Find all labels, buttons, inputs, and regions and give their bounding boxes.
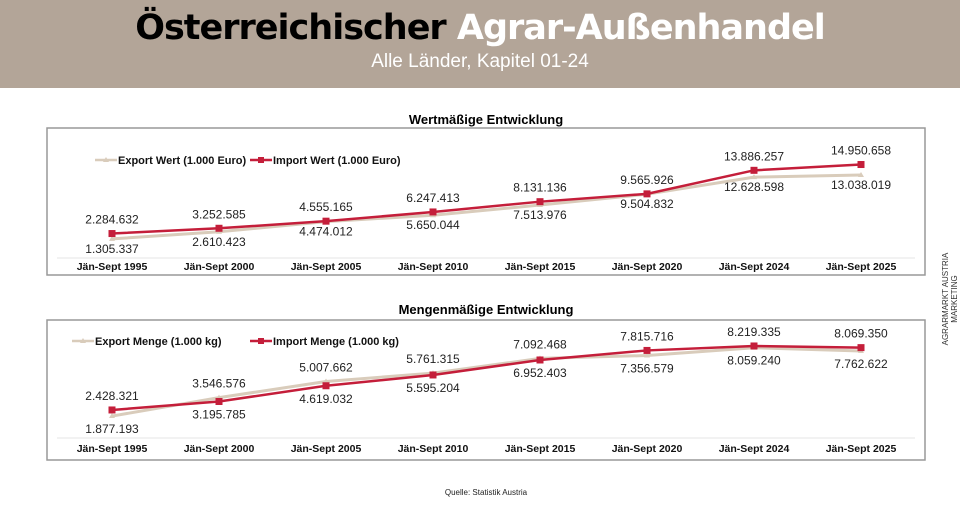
chart-title: Wertmäßige Entwicklung xyxy=(409,112,563,127)
import-data-label: 6.952.403 xyxy=(513,366,567,380)
import-data-label: 5.595.204 xyxy=(406,381,460,395)
x-tick-label: Jän-Sept 2020 xyxy=(612,261,683,273)
export-marker xyxy=(109,413,115,419)
export-marker xyxy=(109,235,115,241)
x-tick-label: Jän-Sept 1995 xyxy=(77,443,148,455)
import-data-label: 3.195.785 xyxy=(192,407,246,421)
page-subtitle: Alle Länder, Kapitel 01-24 xyxy=(371,51,589,72)
import-data-label: 8.219.335 xyxy=(727,325,781,339)
export-data-label: 12.628.598 xyxy=(724,180,784,194)
export-data-label: 5.650.044 xyxy=(406,218,460,232)
x-tick-label: Jän-Sept 2020 xyxy=(612,443,683,455)
x-tick-label: Jän-Sept 2025 xyxy=(826,443,897,455)
x-tick-label: Jän-Sept 2024 xyxy=(719,443,790,455)
x-tick-label: Jän-Sept 2005 xyxy=(291,443,362,455)
x-tick-label: Jän-Sept 2000 xyxy=(184,443,255,455)
export-data-label: 7.092.468 xyxy=(513,337,567,351)
x-tick-label: Jän-Sept 2015 xyxy=(505,261,576,273)
import-marker xyxy=(215,224,223,232)
import-marker xyxy=(750,342,758,350)
import-legend-marker xyxy=(258,157,264,163)
import-legend-label: Import Menge (1.000 kg) xyxy=(273,336,399,348)
import-marker xyxy=(429,371,437,379)
export-legend-label: Export Wert (1.000 Euro) xyxy=(118,155,246,167)
export-data-label: 7.513.976 xyxy=(513,208,567,222)
import-marker xyxy=(536,198,544,206)
import-data-label: 2.284.632 xyxy=(85,213,139,227)
import-data-label: 4.555.165 xyxy=(299,200,353,214)
export-data-label: 1.305.337 xyxy=(85,242,139,256)
import-data-label: 6.247.413 xyxy=(406,191,460,205)
import-marker xyxy=(643,190,651,198)
import-marker xyxy=(322,217,330,225)
import-legend-label: Import Wert (1.000 Euro) xyxy=(273,155,401,167)
import-marker xyxy=(429,208,437,216)
export-legend-marker xyxy=(80,338,86,343)
export-data-label: 5.007.662 xyxy=(299,360,353,374)
import-marker xyxy=(108,406,116,414)
export-data-label: 7.762.622 xyxy=(834,357,888,371)
import-data-label: 8.069.350 xyxy=(834,327,888,341)
x-tick-label: Jän-Sept 2015 xyxy=(505,443,576,455)
x-tick-label: Jän-Sept 2025 xyxy=(826,261,897,273)
import-marker xyxy=(108,230,116,238)
import-line xyxy=(111,163,862,235)
source-note: Quelle: Statistik Austria xyxy=(444,488,528,497)
export-data-label: 5.761.315 xyxy=(406,352,460,366)
import-data-label: 9.565.926 xyxy=(620,173,674,187)
export-data-label: 4.474.012 xyxy=(299,225,353,239)
import-marker xyxy=(643,346,651,354)
export-data-label: 9.504.832 xyxy=(620,197,674,211)
import-legend-marker xyxy=(258,338,264,344)
import-data-label: 7.815.716 xyxy=(620,329,674,343)
export-data-label: 2.610.423 xyxy=(192,235,246,249)
import-marker xyxy=(750,166,758,174)
x-tick-label: Jän-Sept 2010 xyxy=(398,443,469,455)
x-tick-label: Jän-Sept 2000 xyxy=(184,261,255,273)
import-data-label: 2.428.321 xyxy=(85,389,139,403)
export-data-label: 13.038.019 xyxy=(831,178,891,192)
import-marker xyxy=(215,397,223,405)
import-marker xyxy=(536,356,544,364)
chart-frame xyxy=(46,127,926,276)
header-banner: Österreichischer Agrar-Außenhandel Alle … xyxy=(0,0,960,88)
import-data-label: 4.619.032 xyxy=(299,392,353,406)
side-credit: AGRARMARKT AUSTRIA MARKETING xyxy=(941,252,959,346)
export-data-label: 7.356.579 xyxy=(620,362,674,376)
export-marker xyxy=(858,171,864,177)
export-marker xyxy=(644,352,650,358)
import-data-label: 8.131.136 xyxy=(513,181,567,195)
export-marker xyxy=(323,378,329,384)
export-legend-label: Export Menge (1.000 kg) xyxy=(95,336,222,348)
x-tick-label: Jän-Sept 1995 xyxy=(77,261,148,273)
export-legend-marker xyxy=(103,157,109,162)
chart-frame xyxy=(46,319,926,461)
page-title: Österreichischer Agrar-Außenhandel xyxy=(0,8,960,48)
import-line xyxy=(111,344,862,412)
x-tick-label: Jän-Sept 2005 xyxy=(291,261,362,273)
x-tick-label: Jän-Sept 2010 xyxy=(398,261,469,273)
export-marker xyxy=(751,174,757,180)
export-data-label: 3.546.576 xyxy=(192,377,246,391)
x-tick-label: Jän-Sept 2024 xyxy=(719,261,790,273)
import-data-label: 13.886.257 xyxy=(724,149,784,163)
export-data-label: 8.059.240 xyxy=(727,354,781,368)
import-marker xyxy=(857,161,865,169)
import-marker xyxy=(857,344,865,352)
import-marker xyxy=(322,382,330,390)
import-data-label: 3.252.585 xyxy=(192,207,246,221)
export-line xyxy=(111,346,862,418)
export-data-label: 1.877.193 xyxy=(85,422,139,436)
title-part1: Österreichischer xyxy=(135,8,446,48)
import-data-label: 14.950.658 xyxy=(831,144,891,158)
title-part2: Agrar-Außenhandel xyxy=(456,8,826,48)
chart-title: Mengenmäßige Entwicklung xyxy=(399,302,574,317)
export-line xyxy=(111,173,862,241)
